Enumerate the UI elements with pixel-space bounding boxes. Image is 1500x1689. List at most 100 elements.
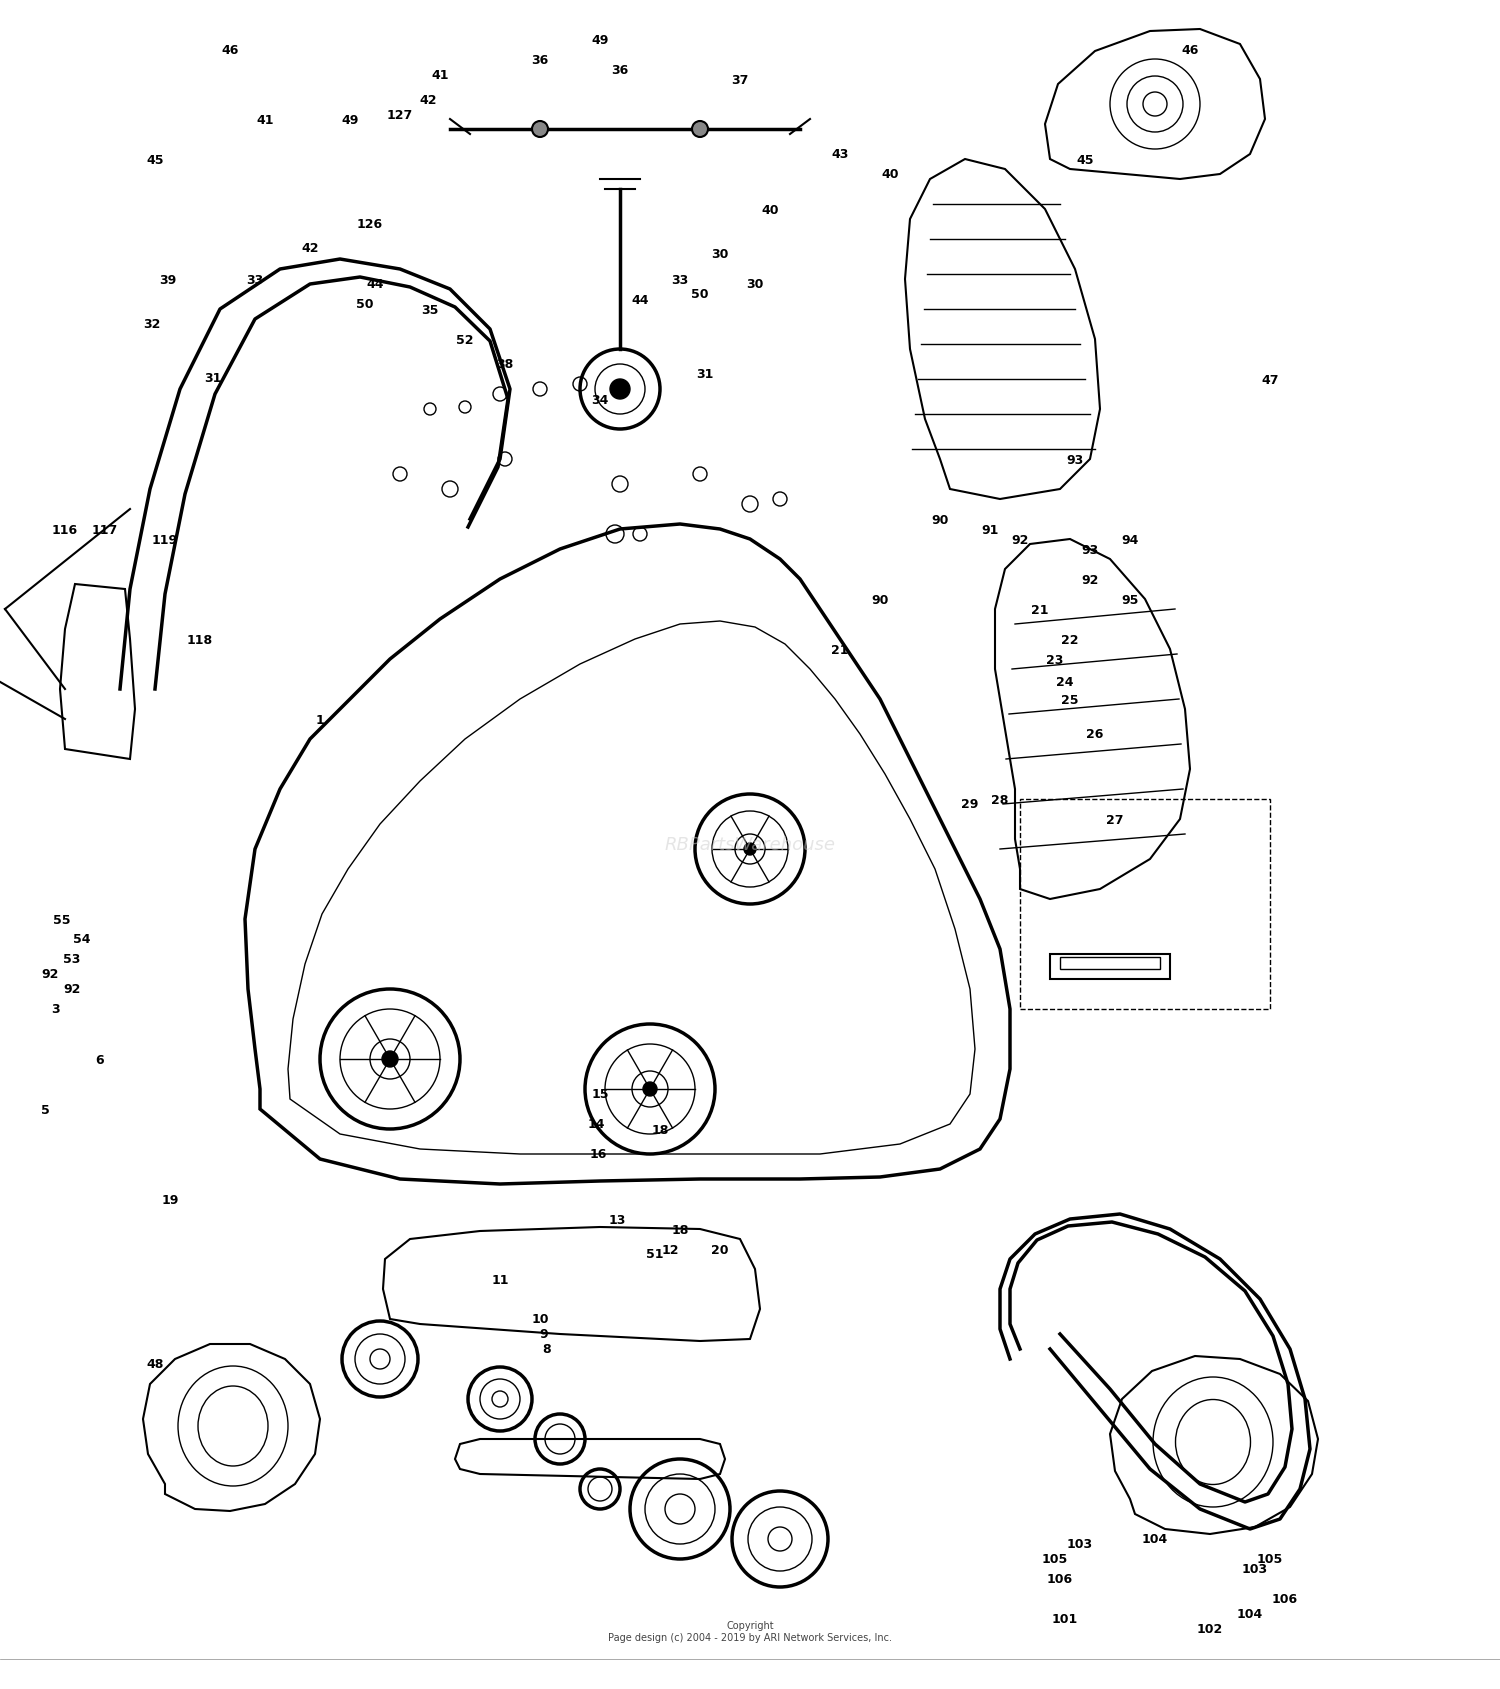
Circle shape (692, 122, 708, 138)
Text: 13: 13 (609, 1213, 625, 1226)
Text: 55: 55 (54, 914, 70, 926)
Text: 91: 91 (981, 524, 999, 535)
Text: 92: 92 (1011, 534, 1029, 546)
Text: 18: 18 (651, 1123, 669, 1135)
Text: 101: 101 (1052, 1613, 1078, 1625)
Text: 32: 32 (144, 318, 160, 331)
Text: 5: 5 (40, 1103, 50, 1116)
Bar (1060, 958, 1160, 969)
Text: 50: 50 (357, 299, 374, 311)
Text: 3: 3 (51, 1003, 60, 1015)
Text: Copyright
Page design (c) 2004 - 2019 by ARI Network Services, Inc.: Copyright Page design (c) 2004 - 2019 by… (608, 1620, 892, 1642)
Text: 95: 95 (1122, 593, 1138, 606)
Text: 21: 21 (831, 644, 849, 655)
Text: 90: 90 (871, 593, 888, 606)
Text: 106: 106 (1272, 1593, 1298, 1606)
Text: 31: 31 (696, 368, 714, 382)
Text: 116: 116 (53, 524, 78, 535)
Text: 41: 41 (432, 69, 448, 81)
Bar (1050, 954, 1170, 980)
Text: 45: 45 (1076, 154, 1094, 167)
Text: 15: 15 (591, 1088, 609, 1101)
Text: 31: 31 (204, 372, 222, 385)
Text: 52: 52 (456, 333, 474, 346)
Text: 9: 9 (540, 1328, 549, 1341)
Text: 33: 33 (246, 274, 264, 287)
Circle shape (644, 1083, 657, 1096)
Text: 105: 105 (1042, 1552, 1068, 1566)
Text: 29: 29 (962, 797, 978, 811)
Text: 127: 127 (387, 108, 412, 122)
Text: 39: 39 (159, 274, 177, 287)
Text: 40: 40 (762, 203, 778, 216)
Text: 92: 92 (1082, 573, 1098, 586)
Text: 54: 54 (74, 932, 92, 946)
Text: 119: 119 (152, 534, 178, 546)
Text: 21: 21 (1030, 603, 1048, 616)
Text: 103: 103 (1066, 1537, 1094, 1551)
Circle shape (744, 843, 756, 856)
Text: 42: 42 (420, 93, 436, 106)
Text: 51: 51 (646, 1248, 664, 1260)
Text: 47: 47 (1262, 373, 1278, 387)
Text: 35: 35 (422, 304, 438, 316)
Text: 36: 36 (531, 54, 549, 66)
Text: 45: 45 (147, 154, 164, 167)
Text: 30: 30 (711, 248, 729, 262)
Text: 93: 93 (1082, 544, 1098, 556)
Text: 50: 50 (692, 289, 709, 301)
Text: 53: 53 (63, 953, 81, 966)
Text: 42: 42 (302, 242, 320, 255)
Text: 94: 94 (1122, 534, 1138, 546)
Text: 43: 43 (831, 149, 849, 162)
Text: 105: 105 (1257, 1552, 1282, 1566)
Text: 28: 28 (992, 794, 1008, 806)
Text: 34: 34 (591, 394, 609, 407)
Circle shape (532, 122, 548, 138)
Circle shape (382, 1051, 398, 1067)
Text: 104: 104 (1238, 1608, 1263, 1620)
Text: 11: 11 (492, 1274, 508, 1285)
Text: 26: 26 (1086, 728, 1104, 741)
Text: 16: 16 (590, 1149, 606, 1160)
Text: 44: 44 (366, 279, 384, 291)
Text: 102: 102 (1197, 1623, 1222, 1635)
Text: 24: 24 (1056, 676, 1074, 687)
Text: 33: 33 (672, 274, 688, 287)
Text: 41: 41 (256, 113, 274, 127)
Text: 49: 49 (342, 113, 358, 127)
Text: 90: 90 (932, 513, 948, 527)
Text: 104: 104 (1142, 1532, 1168, 1545)
Text: 46: 46 (222, 44, 238, 56)
Text: RBPartsWarehouse: RBPartsWarehouse (664, 836, 836, 853)
Text: 103: 103 (1242, 1562, 1268, 1576)
Text: 23: 23 (1047, 654, 1064, 665)
Text: 10: 10 (531, 1312, 549, 1326)
Text: 38: 38 (496, 358, 513, 372)
Text: 106: 106 (1047, 1572, 1072, 1586)
Text: 22: 22 (1060, 633, 1078, 647)
Circle shape (610, 380, 630, 400)
Text: 8: 8 (543, 1343, 552, 1356)
Text: 93: 93 (1066, 453, 1083, 466)
Text: 117: 117 (92, 524, 118, 535)
Text: 25: 25 (1060, 692, 1078, 706)
Text: 36: 36 (612, 64, 628, 76)
Text: 18: 18 (672, 1223, 688, 1236)
Text: 1: 1 (315, 713, 324, 726)
Text: 118: 118 (188, 633, 213, 647)
Text: 126: 126 (357, 218, 382, 231)
Text: 27: 27 (1106, 812, 1124, 826)
Text: 37: 37 (732, 73, 748, 86)
Text: 30: 30 (747, 279, 764, 291)
Text: 6: 6 (96, 1052, 105, 1066)
Text: 20: 20 (711, 1243, 729, 1255)
Text: 12: 12 (662, 1243, 680, 1255)
Text: 40: 40 (882, 169, 898, 181)
Text: 44: 44 (632, 294, 650, 306)
Text: 48: 48 (147, 1358, 164, 1371)
Text: 92: 92 (42, 968, 58, 981)
Bar (1020, 799, 1270, 1010)
Text: 14: 14 (588, 1118, 604, 1132)
Text: 46: 46 (1182, 44, 1198, 56)
